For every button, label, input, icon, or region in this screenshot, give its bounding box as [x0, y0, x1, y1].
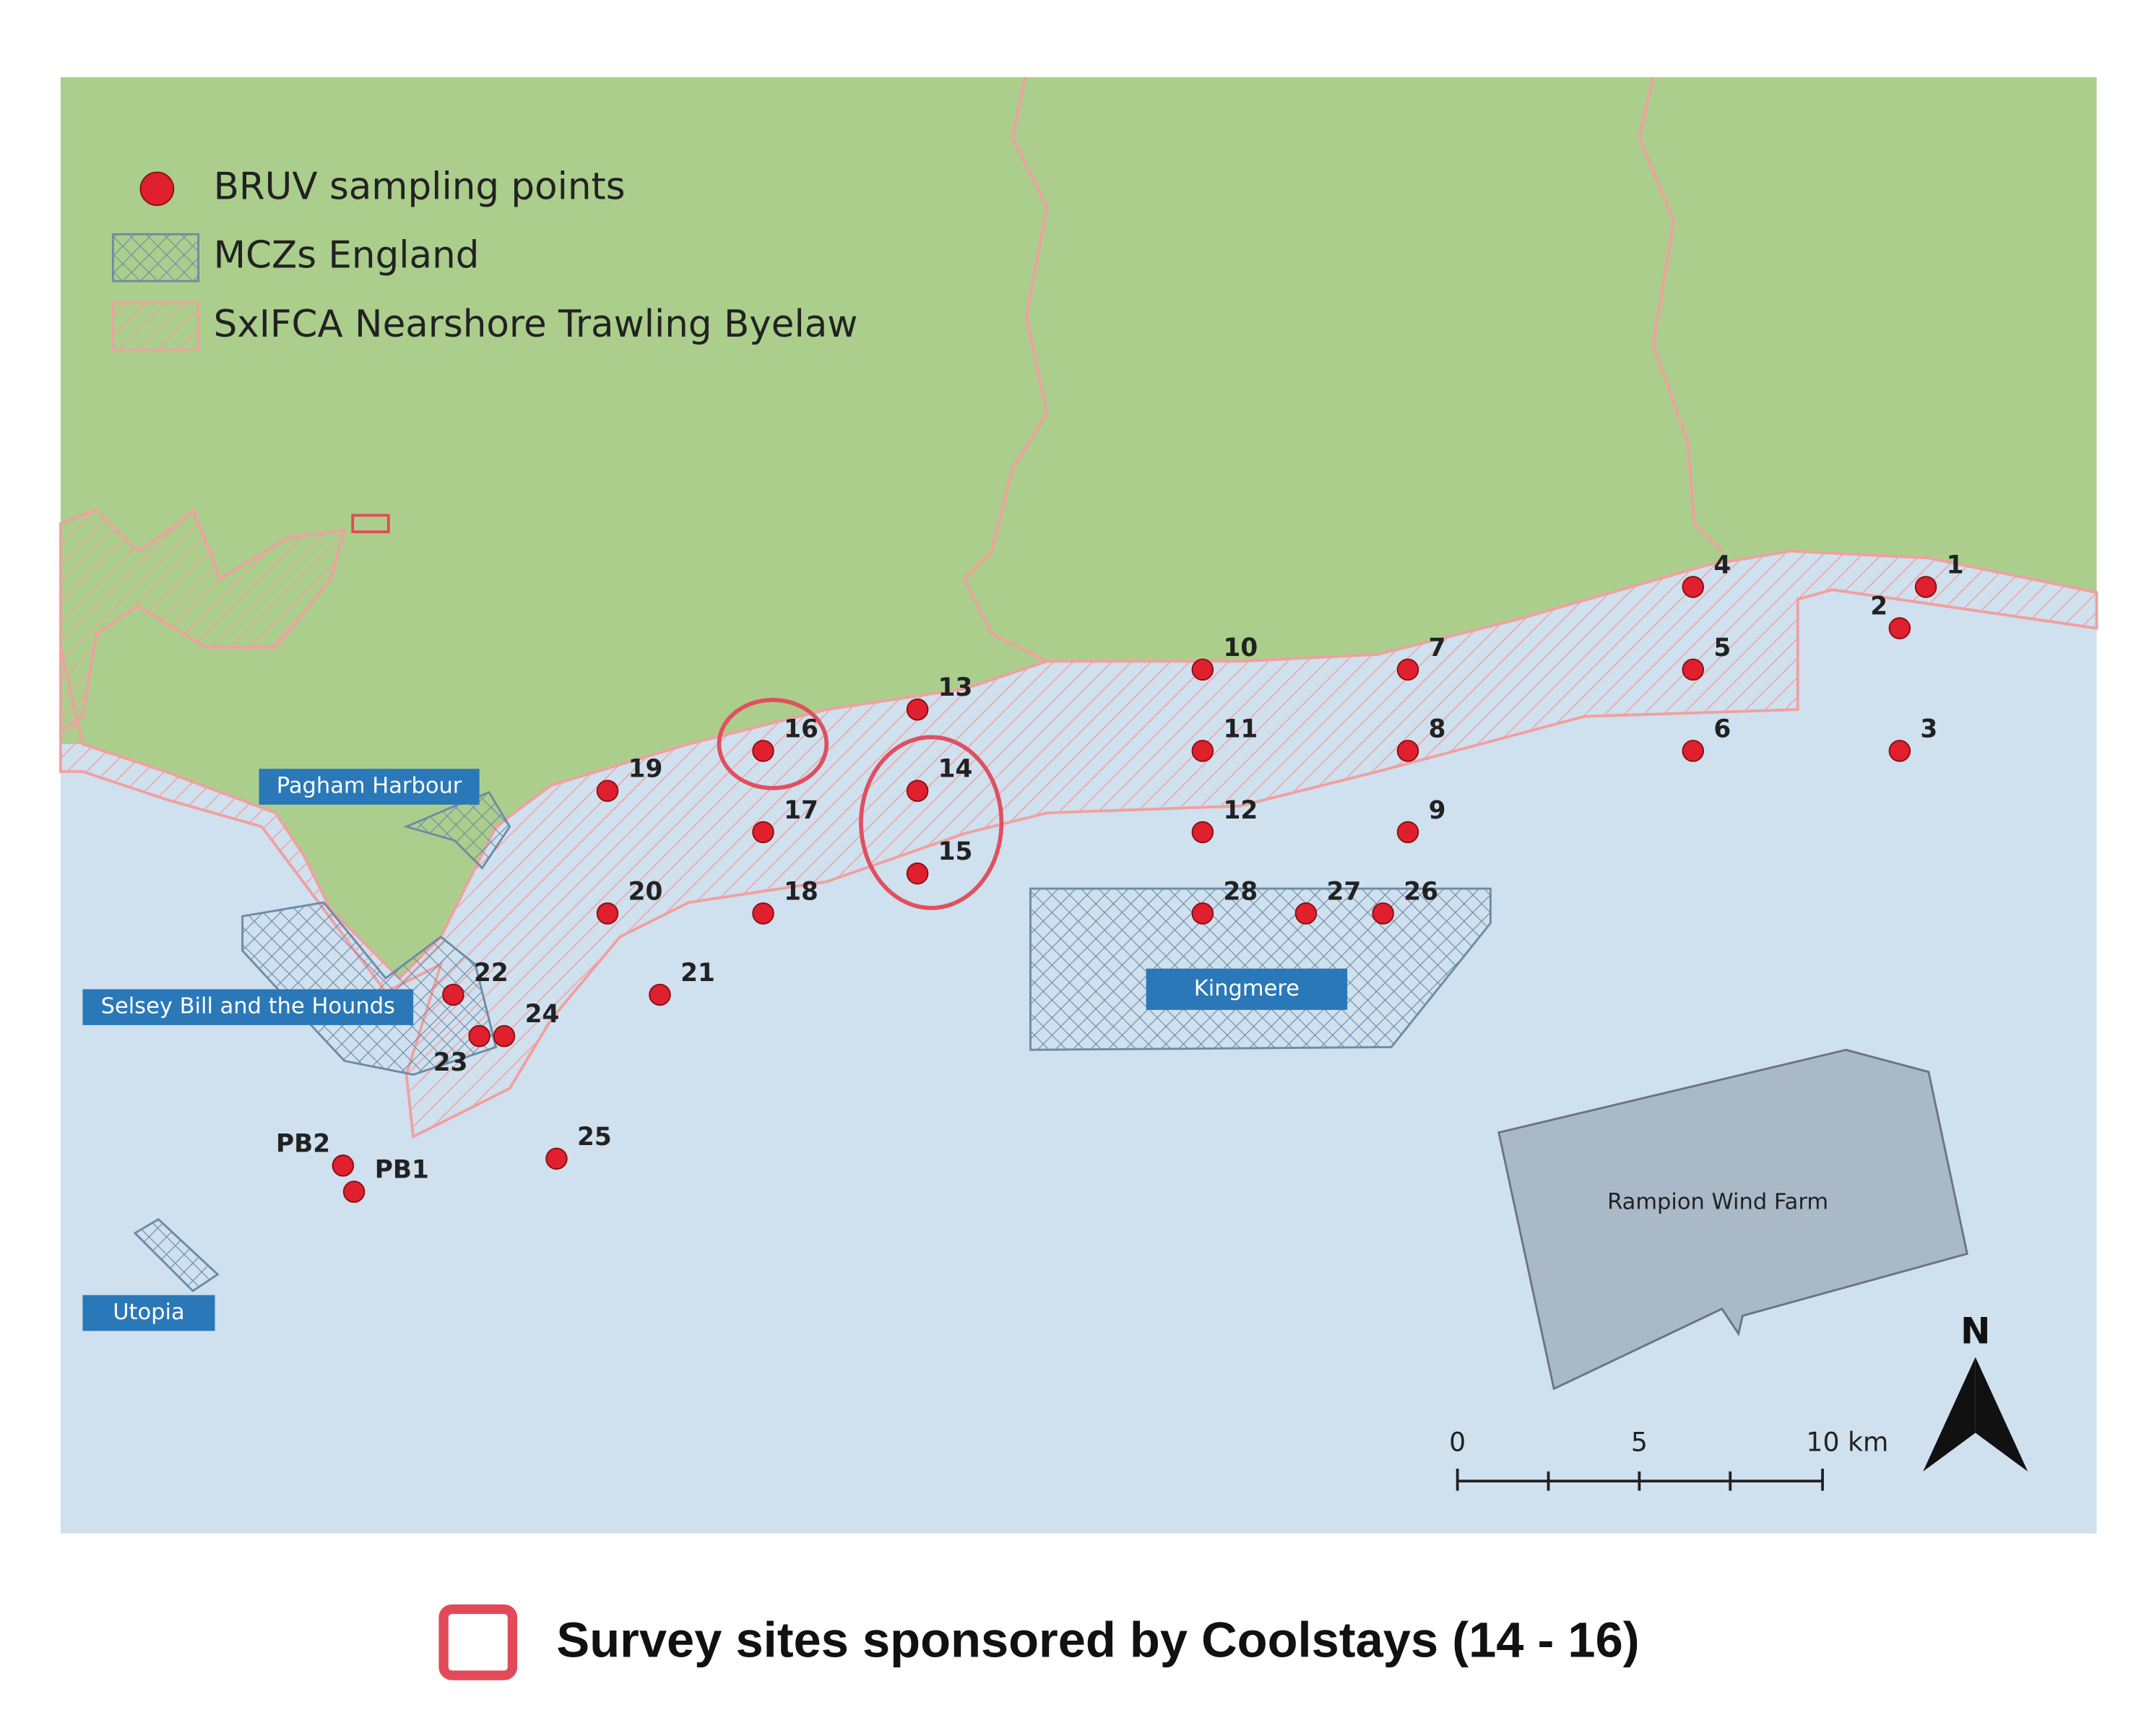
point-label: 5: [1713, 634, 1731, 662]
point-label: 3: [1920, 714, 1937, 743]
sampling-point: [1888, 740, 1911, 762]
label-box: [1146, 968, 1348, 1010]
sampling-point: [1396, 740, 1419, 762]
points: 1234567891011121314151617181920212223242…: [276, 550, 1964, 1203]
wind-farm: [1497, 1048, 1968, 1391]
sampling-point: [752, 740, 774, 762]
north-label: N: [1960, 1310, 1991, 1352]
north-arrow: [1923, 1357, 1976, 1472]
legend-entry: MCZs England: [214, 234, 480, 277]
boundary: [962, 77, 1724, 663]
highlight-circle: [859, 735, 1004, 910]
point-label: 24: [525, 1000, 560, 1029]
point-label: 8: [1429, 714, 1446, 743]
marker-box: [351, 514, 390, 534]
sampling-point: [906, 780, 929, 802]
label-box: [259, 769, 480, 805]
point-label: 7: [1429, 634, 1446, 662]
point-label: 11: [1223, 714, 1258, 743]
point-label: 10: [1223, 634, 1258, 662]
mcz-pagham: [403, 790, 511, 870]
sampling-point: [1191, 902, 1214, 925]
point-label: 1: [1947, 550, 1964, 579]
sampling-point: [1396, 821, 1419, 844]
sampling-point: [1888, 617, 1911, 639]
point-label: 15: [938, 837, 973, 866]
scale-label: 10 km: [1806, 1427, 1888, 1458]
legend-swatch: [111, 233, 200, 282]
sampling-point: [332, 1154, 355, 1177]
label-box: [82, 989, 414, 1025]
caption: Survey sites sponsored by Coolstays (14 …: [556, 1612, 1639, 1667]
scale-label: 5: [1631, 1427, 1648, 1458]
sampling-point: [1372, 902, 1394, 925]
legend-dot: [139, 171, 175, 207]
sampling-point: [342, 1180, 366, 1203]
point-label: 19: [628, 755, 663, 784]
land: [60, 77, 2097, 979]
point-label: 13: [938, 673, 973, 702]
highlight-circle: [717, 697, 829, 790]
sampling-point: [468, 1024, 490, 1048]
sampling-point: [545, 1147, 568, 1170]
point-label: PB1: [375, 1156, 429, 1185]
sampling-point: [906, 862, 929, 885]
point-label: 28: [1223, 877, 1258, 906]
legend-entry: BRUV sampling points: [214, 165, 626, 208]
point-label: 25: [577, 1123, 612, 1152]
point-label: 26: [1404, 877, 1438, 906]
sampling-point: [649, 983, 671, 1006]
point-label: 6: [1713, 714, 1731, 743]
sampling-point: [906, 698, 929, 721]
point-label: PB2: [276, 1129, 330, 1158]
legend-swatch: [111, 302, 200, 351]
point-label: 12: [1223, 796, 1258, 825]
sampling-point: [1682, 658, 1705, 681]
sampling-point: [493, 1024, 516, 1048]
point-label: 20: [628, 877, 663, 906]
point-label: 2: [1870, 592, 1888, 621]
sampling-point: [1682, 740, 1705, 762]
sampling-point: [1191, 740, 1214, 762]
area-label: Selsey Bill and the Hounds: [101, 994, 395, 1019]
sampling-point: [1914, 576, 1937, 598]
area-label: Rampion Wind Farm: [1607, 1189, 1828, 1214]
label-box: [82, 1295, 215, 1331]
scale-bar: [1456, 1468, 1824, 1491]
area-label: Utopia: [113, 1300, 184, 1325]
point-label: 27: [1326, 877, 1361, 906]
point-label: 17: [784, 796, 818, 825]
sampling-point: [1294, 902, 1318, 925]
area-label: Kingmere: [1194, 976, 1300, 1001]
sampling-point: [752, 902, 774, 925]
sampling-point: [1191, 658, 1214, 681]
sampling-point: [1191, 821, 1214, 844]
sampling-point: [752, 821, 774, 844]
legend-entry: SxIFCA Nearshore Trawling Byelaw: [214, 303, 858, 346]
sampling-point: [1396, 658, 1419, 681]
point-label: 4: [1713, 550, 1731, 579]
point-label: 9: [1429, 796, 1446, 825]
point-label: 23: [433, 1048, 468, 1077]
point-label: 21: [680, 959, 715, 988]
caption-swatch: [438, 1604, 518, 1680]
mcz-utopia: [133, 1218, 220, 1292]
point-label: 14: [938, 755, 973, 784]
point-label: 16: [784, 714, 818, 743]
sampling-point: [1682, 576, 1705, 598]
area-label: Pagham Harbour: [277, 773, 462, 798]
point-label: 18: [784, 877, 818, 906]
sampling-point: [596, 780, 619, 802]
harbour-byelaw-area: [59, 507, 347, 733]
scale-label: 0: [1449, 1427, 1466, 1458]
point-label: 22: [474, 959, 509, 988]
north-arrow: [1975, 1357, 2028, 1472]
sampling-point: [596, 902, 619, 925]
sampling-point: [442, 983, 464, 1006]
